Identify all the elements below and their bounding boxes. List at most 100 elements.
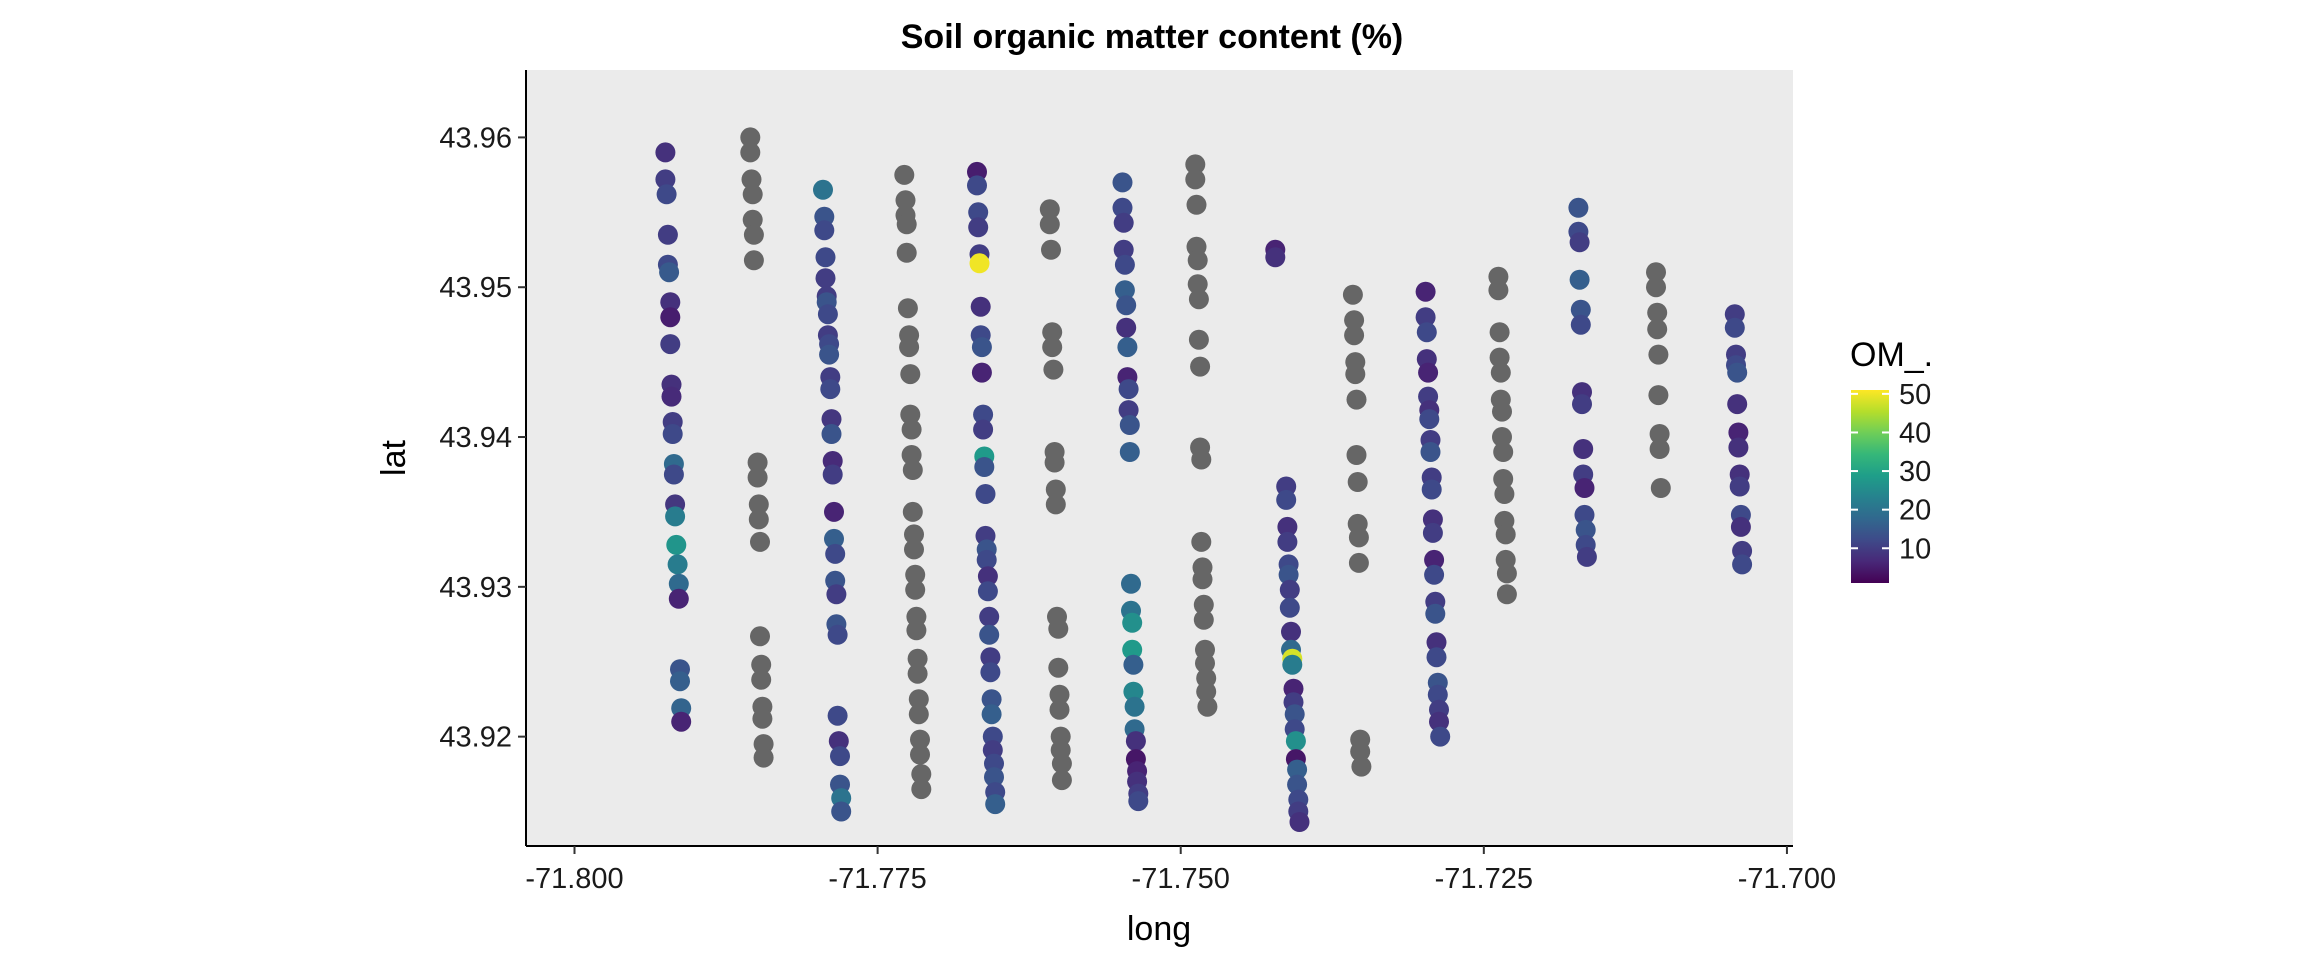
data-point (743, 250, 764, 271)
data-point (828, 731, 849, 752)
data-point (901, 419, 922, 440)
data-point (1430, 726, 1451, 747)
data-point (977, 581, 998, 602)
data-point (748, 494, 769, 515)
data-point (743, 224, 764, 245)
data-point (1193, 594, 1214, 615)
data-point (981, 689, 1002, 710)
data-point (1350, 741, 1371, 762)
x-tick-label: -71.700 (1738, 863, 1836, 895)
legend-title: OM_. (1850, 336, 1933, 374)
data-point (661, 386, 682, 407)
data-point (750, 531, 770, 552)
data-point (1342, 284, 1363, 305)
data-point (1039, 199, 1060, 220)
data-point (1490, 362, 1511, 383)
data-point (1187, 250, 1208, 271)
data-point (1649, 424, 1670, 444)
data-point (1732, 554, 1753, 575)
data-point (1188, 289, 1209, 310)
data-point (750, 626, 770, 647)
data-point (827, 705, 848, 726)
data-point (1116, 317, 1137, 338)
data-point (1647, 302, 1668, 323)
data-point (1279, 597, 1300, 618)
x-tick-label: -71.725 (1435, 863, 1533, 895)
data-point (1346, 389, 1367, 410)
data-point (1492, 427, 1512, 447)
data-point (904, 539, 924, 560)
data-point (1348, 552, 1369, 573)
data-point (742, 209, 763, 230)
data-point (751, 654, 772, 675)
legend-tick-label: 20 (1899, 495, 1931, 527)
data-point (1044, 452, 1065, 473)
data-point (1114, 254, 1135, 275)
data-point (968, 202, 989, 223)
data-point (740, 142, 761, 163)
data-point (908, 704, 929, 725)
data-point (896, 214, 917, 235)
data-point (667, 554, 688, 575)
data-point (976, 549, 997, 570)
data-point (819, 344, 840, 365)
data-point (830, 746, 850, 767)
data-point (1041, 239, 1061, 260)
legend-tick-label: 40 (1899, 417, 1931, 449)
data-point (822, 464, 843, 485)
data-point (1496, 563, 1517, 584)
data-point (971, 337, 992, 358)
data-point (1424, 549, 1445, 570)
data-point (900, 404, 921, 425)
data-point (1265, 247, 1286, 268)
data-point (1646, 262, 1666, 283)
data-point (1347, 472, 1368, 492)
data-point (1570, 299, 1591, 320)
data-point (668, 573, 689, 594)
y-tick-label: 43.94 (439, 422, 512, 454)
data-point (1345, 364, 1366, 385)
data-point (1192, 569, 1213, 590)
data-point (656, 184, 677, 205)
data-point (1421, 479, 1442, 500)
data-point (1426, 632, 1447, 653)
data-point (817, 304, 838, 325)
data-point (1729, 476, 1750, 497)
y-tick-label: 43.92 (439, 722, 512, 754)
data-point (1489, 347, 1510, 368)
data-point (740, 127, 761, 148)
data-point (911, 779, 932, 800)
data-point (670, 671, 690, 692)
data-point (979, 606, 1000, 627)
data-point (970, 296, 991, 317)
data-point (910, 744, 930, 765)
data-point (821, 409, 842, 430)
data-point (1285, 731, 1306, 752)
data-point (741, 169, 762, 190)
data-point (1493, 442, 1514, 462)
data-point (1494, 484, 1515, 504)
data-point (1128, 791, 1149, 812)
data-point (1427, 684, 1448, 705)
data-point (907, 648, 928, 669)
data-point (897, 298, 918, 319)
data-point (1429, 711, 1449, 732)
data-point (1574, 504, 1595, 525)
data-point (1575, 519, 1596, 540)
data-point (1043, 359, 1064, 380)
data-point (910, 729, 930, 750)
data-point (1496, 584, 1517, 605)
data-point (1187, 274, 1208, 295)
data-point (1727, 394, 1748, 415)
data-point (1119, 415, 1140, 435)
data-point (1113, 239, 1134, 260)
y-axis-title: lat (375, 439, 413, 475)
data-point (1415, 281, 1436, 302)
data-point (1287, 759, 1308, 780)
data-point (1118, 379, 1139, 400)
data-point (908, 689, 929, 710)
data-point (895, 190, 916, 211)
data-point (1049, 684, 1070, 705)
data-point (906, 620, 927, 641)
chart-title: Soil organic matter content (%) (901, 18, 1404, 56)
